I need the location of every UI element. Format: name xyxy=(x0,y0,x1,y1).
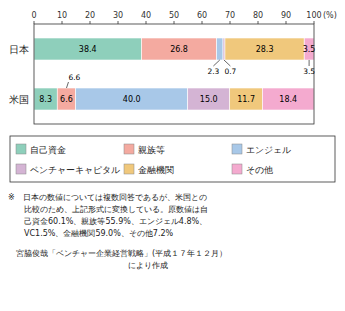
tick-label: 100 xyxy=(306,11,321,20)
data-label: 26.8 xyxy=(170,45,188,54)
data-label: 15.0 xyxy=(200,95,218,104)
bar-segment xyxy=(217,38,223,60)
chart: 38.4 8.3 26.8 6.6 40.0 15.0 28.3 11.7 3.5 18.4 0 10… xyxy=(0,0,345,311)
bar-segment xyxy=(225,38,304,60)
data-label: 40.0 xyxy=(123,95,141,104)
annotation: 3.5 xyxy=(303,67,315,76)
tick-label: 40 xyxy=(141,11,151,20)
plot-frame xyxy=(34,24,314,124)
note: 己資金60.1%、親族等55.9%、エンジェル4.8%、 xyxy=(8,217,207,226)
leader-line xyxy=(309,60,310,66)
tick-label: 70 xyxy=(225,11,235,20)
bar-segment xyxy=(262,88,314,110)
leader-line xyxy=(66,82,68,88)
legend-label: その他 xyxy=(246,165,273,175)
category-label: 日本 xyxy=(9,44,29,55)
tick-mark xyxy=(286,21,287,24)
data-label: 38.4 xyxy=(79,45,97,54)
annotation: 6.6 xyxy=(68,73,80,82)
source: 宮脇俊哉「ベンチャー企業経営戦略」(平成１７年１２月） xyxy=(8,249,227,258)
tick-label: 30 xyxy=(113,11,123,20)
tick-mark xyxy=(230,21,231,24)
axis-label: (%) xyxy=(323,11,337,20)
tick-mark xyxy=(90,21,91,24)
tick-label: 20 xyxy=(85,11,95,20)
leader-line xyxy=(213,60,219,66)
data-label: 8.3 xyxy=(39,95,52,104)
annotation: 2.3 xyxy=(207,67,219,76)
bar-segment xyxy=(142,38,217,60)
tick-label: 50 xyxy=(169,11,179,20)
tick-mark xyxy=(146,21,147,24)
annotation: 0.7 xyxy=(224,67,236,76)
bars xyxy=(34,38,314,110)
legend-label: ベンチャーキャピタル xyxy=(30,165,120,175)
tick-mark xyxy=(314,21,315,24)
bar-segment xyxy=(230,88,263,110)
tick-label: 80 xyxy=(253,11,263,20)
tick-label: 10 xyxy=(57,11,67,20)
tick-label: 60 xyxy=(197,11,207,20)
note: VC1.5%、金融機関59.0%、その他7.2% xyxy=(8,229,174,238)
legend-swatch xyxy=(16,164,26,174)
legend-swatch xyxy=(232,164,242,174)
tick-label: 90 xyxy=(281,11,291,20)
data-label: 18.4 xyxy=(279,95,297,104)
bar-segment xyxy=(34,38,142,60)
legend-swatch xyxy=(124,144,134,154)
legend-swatch xyxy=(16,144,26,154)
legend-label: 自己資金 xyxy=(30,145,66,155)
note: ※ 日本の数値については複数回答であるが、米国との xyxy=(8,193,207,202)
legend-label: 親族等 xyxy=(138,145,165,155)
tick-mark xyxy=(202,21,203,24)
tick-mark xyxy=(174,21,175,24)
bar-segment xyxy=(76,88,188,110)
legend-label: 金融機関 xyxy=(138,165,174,175)
bar-segment xyxy=(34,88,57,110)
legend-swatch xyxy=(124,164,134,174)
tick-mark xyxy=(258,21,259,24)
data-label: 3.5 xyxy=(303,45,316,54)
tick-mark xyxy=(118,21,119,24)
bar-segment xyxy=(57,88,75,110)
data-label: 28.3 xyxy=(256,45,274,54)
bar-segment xyxy=(188,88,230,110)
note: 比較のため、上記形式に変換している。原数値は自 xyxy=(8,205,208,214)
data-label: 6.6 xyxy=(60,95,73,104)
source: により作成 xyxy=(8,261,168,270)
data-label: 11.7 xyxy=(237,95,255,104)
legend-swatch xyxy=(232,144,242,154)
leader-line xyxy=(224,60,230,66)
tick-label: 0 xyxy=(31,11,36,20)
legend-box xyxy=(10,136,335,182)
tick-mark xyxy=(34,21,35,24)
category-label: 米国 xyxy=(9,94,29,105)
legend-label: エンジェル xyxy=(246,145,291,155)
tick-mark xyxy=(62,21,63,24)
